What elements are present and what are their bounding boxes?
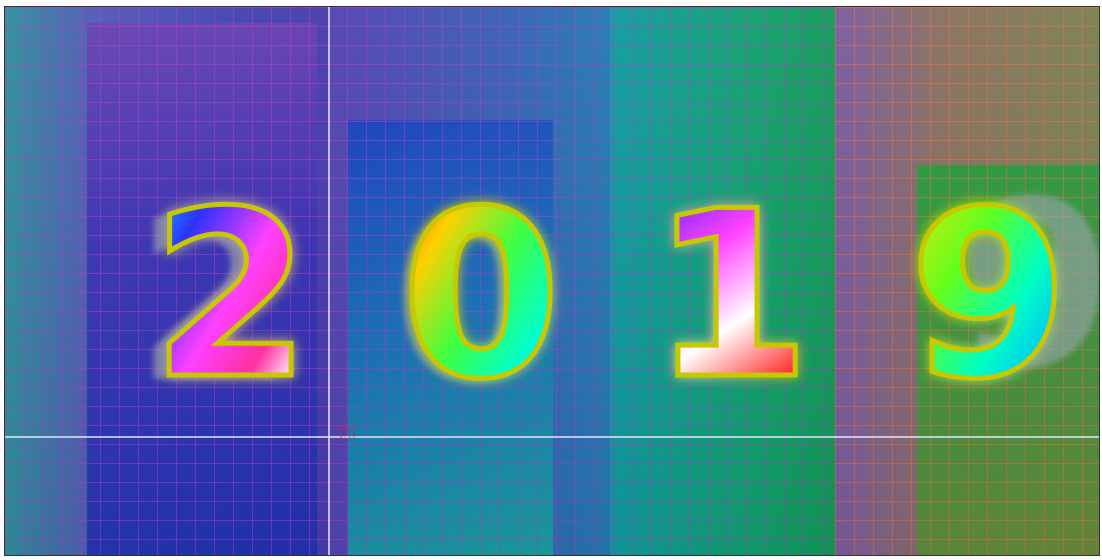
cursor-coordinate-readout: X:?? Y:??	[339, 425, 356, 441]
shading	[5, 7, 1099, 555]
guide-line-vertical[interactable]	[328, 7, 330, 555]
guide-line-horizontal[interactable]	[5, 436, 1099, 438]
readout-y: Y:??	[339, 433, 356, 441]
digit-2: 2	[151, 163, 311, 430]
grid-overlay	[5, 7, 835, 555]
canvas-stage[interactable]: 2 0 9 2 0 1 9 X:?? Y:??	[4, 6, 1100, 556]
digit-9: 9	[909, 163, 1069, 430]
grid-overlay-right	[835, 7, 1099, 555]
digit-0: 0	[401, 163, 561, 430]
readout-x: X:??	[339, 425, 356, 433]
digit-shadows: 2 0 9	[135, 153, 1099, 434]
year-2019-artwork: 2 0 9 2 0 1 9	[135, 153, 1099, 434]
svg-text:2: 2	[135, 167, 295, 434]
digit-1: 1	[651, 163, 811, 430]
svg-text:9: 9	[955, 153, 1099, 420]
svg-text:0: 0	[393, 167, 553, 434]
